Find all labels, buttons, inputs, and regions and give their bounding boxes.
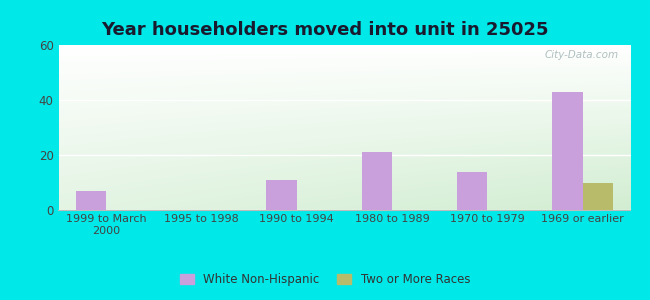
Bar [583, 182, 614, 210]
Text: Year householders moved into unit in 25025: Year householders moved into unit in 250… [101, 21, 549, 39]
Text: City-Data.com: City-Data.com [545, 50, 619, 60]
Bar [75, 191, 106, 210]
Bar [552, 92, 583, 210]
Bar [457, 172, 488, 210]
Legend: White Non-Hispanic, Two or More Races: White Non-Hispanic, Two or More Races [175, 269, 475, 291]
Bar [361, 152, 392, 210]
Bar [266, 180, 297, 210]
